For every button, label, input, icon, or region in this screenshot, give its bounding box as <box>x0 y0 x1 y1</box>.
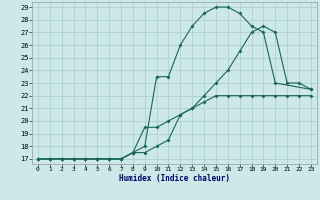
X-axis label: Humidex (Indice chaleur): Humidex (Indice chaleur) <box>119 174 230 183</box>
